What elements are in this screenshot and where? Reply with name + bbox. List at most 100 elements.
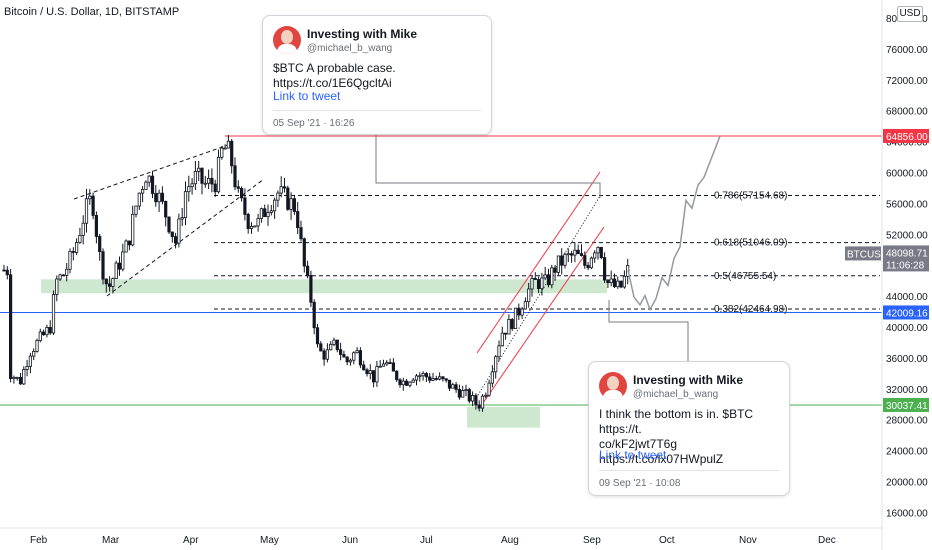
candle [391,362,396,372]
candle [127,240,131,246]
candle [414,375,419,381]
candle [226,140,230,149]
y-axis-tick-label: 64000.00 [886,138,928,149]
candle [546,274,551,286]
candle [154,193,158,203]
candle [365,369,369,375]
candle [355,350,359,354]
candle [451,384,455,389]
avatar [599,372,627,400]
candle [388,362,392,364]
candle [220,147,224,158]
symbol-badge [845,246,881,261]
x-axis-tick-label: Oct [659,535,675,546]
countdown-text: 11:06:28 [886,260,925,271]
candle [187,186,191,193]
candle [266,212,270,218]
candle [517,307,521,316]
candle [513,307,518,329]
y-axis-tick-label: 20000.00 [886,478,928,489]
y-axis-tick-label: 24000.00 [886,447,928,458]
tweet-link[interactable]: Link to tweet [273,89,341,103]
projection-path [627,135,721,312]
candle [408,381,412,386]
candle [335,339,339,351]
candle [32,350,36,357]
candle [137,192,141,207]
candle [537,279,541,290]
candle [236,186,240,189]
candle [510,319,514,329]
candle [272,199,277,212]
fib-level-label: 0.5(46755.54) [714,271,776,282]
candle [101,251,105,280]
x-axis-tick-label: May [260,535,279,546]
fib-level-label: 0.382(42464.98) [714,304,787,315]
candle [612,278,617,288]
candle [177,218,181,244]
candle [45,327,49,336]
x-axis-tick-label: Dec [818,535,836,546]
candle [213,183,217,193]
y-axis-tick-label: 16000.00 [886,508,928,519]
candle [65,268,69,276]
candle [121,251,125,270]
candle [480,395,485,409]
candle [55,278,59,295]
x-axis-tick-label: Aug [501,535,519,546]
y-axis-tick-label: 76000.00 [886,45,928,56]
candle [401,380,405,386]
tweet-date: 09 Sep '21 · 10:08 [599,478,681,489]
candle [418,375,422,378]
support-zone [41,279,607,294]
candle [437,376,442,380]
tweet-card-1[interactable]: Investing with Mike @michael_b_wang $BTC… [262,15,492,135]
candle [500,332,504,347]
candle [576,249,580,254]
tweet-text-line: $BTC A probable case. https://t.co/1E6Qg… [273,61,396,90]
candle [88,195,92,200]
price-label-badge [883,305,929,320]
candle [124,240,128,253]
candle [144,181,148,190]
candle [470,395,475,402]
tweet-author-handle: @michael_b_wang [633,389,719,400]
candle [104,278,108,285]
y-axis-tick-label: 40000.00 [886,323,928,334]
candle [325,349,330,360]
tweet-author-name: Investing with Mike [307,27,418,41]
candle [428,376,432,381]
candle [322,350,326,360]
candle [98,236,102,253]
candle [441,376,445,380]
candle [490,371,495,384]
trend-line [106,178,265,297]
candle [243,197,247,215]
tweet-card-2[interactable]: Investing with Mike @michael_b_wang I th… [588,361,790,496]
candle [170,231,174,237]
candle [444,378,448,381]
candle [457,389,462,398]
candle [375,366,379,383]
candle [362,364,366,371]
currency-selector[interactable]: USD [897,6,923,22]
candle [38,331,42,341]
candle [203,182,207,185]
candle [259,208,264,219]
candle [345,356,349,363]
candle [256,218,260,227]
candle [22,369,26,385]
candle [167,216,171,233]
candle [371,370,376,383]
candle [216,156,221,193]
y-axis-tick-label: 36000.00 [886,354,928,365]
candle [173,236,178,244]
avatar [273,26,301,54]
candle [398,379,402,386]
candle [71,251,75,253]
candle [190,183,194,188]
candle [61,274,66,277]
candle [573,249,577,256]
current-price-badge [883,245,929,272]
tweet-link[interactable]: Link to tweet [599,448,667,462]
